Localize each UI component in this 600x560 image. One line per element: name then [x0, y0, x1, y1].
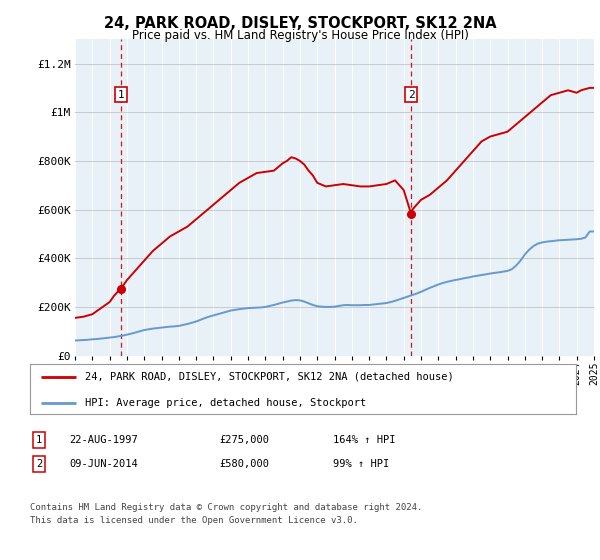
Text: This data is licensed under the Open Government Licence v3.0.: This data is licensed under the Open Gov…: [30, 516, 358, 525]
Text: 164% ↑ HPI: 164% ↑ HPI: [333, 435, 395, 445]
Text: 09-JUN-2014: 09-JUN-2014: [69, 459, 138, 469]
Text: Price paid vs. HM Land Registry's House Price Index (HPI): Price paid vs. HM Land Registry's House …: [131, 29, 469, 42]
Text: 22-AUG-1997: 22-AUG-1997: [69, 435, 138, 445]
Text: £275,000: £275,000: [219, 435, 269, 445]
Text: £580,000: £580,000: [219, 459, 269, 469]
Text: 2: 2: [36, 459, 42, 469]
Text: 2: 2: [408, 90, 415, 100]
Text: 1: 1: [117, 90, 124, 100]
Text: 99% ↑ HPI: 99% ↑ HPI: [333, 459, 389, 469]
Text: 1: 1: [36, 435, 42, 445]
Text: HPI: Average price, detached house, Stockport: HPI: Average price, detached house, Stoc…: [85, 398, 366, 408]
Text: 24, PARK ROAD, DISLEY, STOCKPORT, SK12 2NA: 24, PARK ROAD, DISLEY, STOCKPORT, SK12 2…: [104, 16, 496, 31]
Text: 24, PARK ROAD, DISLEY, STOCKPORT, SK12 2NA (detached house): 24, PARK ROAD, DISLEY, STOCKPORT, SK12 2…: [85, 372, 454, 381]
Text: Contains HM Land Registry data © Crown copyright and database right 2024.: Contains HM Land Registry data © Crown c…: [30, 503, 422, 512]
